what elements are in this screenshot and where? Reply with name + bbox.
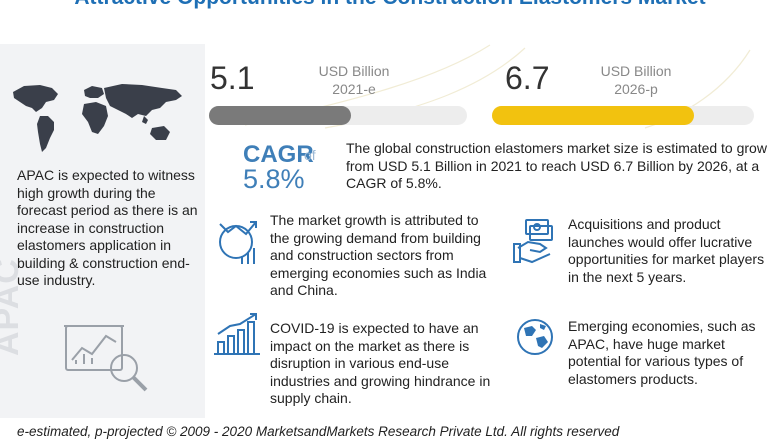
- bullet-growth-text: The market growth is attributed to the g…: [270, 212, 487, 298]
- handshake-money-icon: [513, 219, 553, 264]
- bullet-emerging-text: Emerging economies, such as APAC, have h…: [568, 318, 756, 387]
- bar-fill-2026: [492, 106, 694, 125]
- unit-label: USD Billion: [318, 63, 390, 79]
- cagr-of: of: [304, 147, 316, 163]
- market-value-2021: 5.1: [210, 60, 255, 96]
- cagr-label: CAGR: [243, 141, 314, 168]
- covid-bar-chart-icon: [214, 313, 260, 355]
- market-value-2026: 6.7: [505, 60, 550, 96]
- unit-label: USD Billion: [600, 63, 672, 79]
- year-label: 2021-e: [332, 81, 376, 97]
- bar-fill-2021: [209, 106, 351, 125]
- market-summary: The global construction elastomers marke…: [346, 140, 767, 191]
- bullet-covid-text: COVID-19 is expected to have an impact o…: [270, 320, 491, 406]
- world-map-icon: [13, 84, 182, 152]
- year-label: 2026-p: [614, 81, 658, 97]
- market-unit-2026: USD Billion 2026-p: [584, 62, 688, 98]
- apac-description: APAC is expected to witness high growth …: [17, 167, 198, 288]
- cagr-value: 5.8%: [243, 164, 305, 194]
- magnifier-chart-icon: [64, 325, 148, 392]
- growth-chart-icon: [219, 221, 257, 264]
- market-unit-2021: USD Billion 2021-e: [305, 62, 403, 98]
- page-title: Attractive Opportunities in the Construc…: [0, 0, 780, 10]
- globe-icon: [517, 319, 553, 355]
- apac-vertical-label: APAC: [0, 258, 26, 356]
- footer-copyright: e-estimated, p-projected © 2009 - 2020 M…: [17, 424, 620, 439]
- bullet-acquisitions-text: Acquisitions and product launches would …: [568, 216, 765, 285]
